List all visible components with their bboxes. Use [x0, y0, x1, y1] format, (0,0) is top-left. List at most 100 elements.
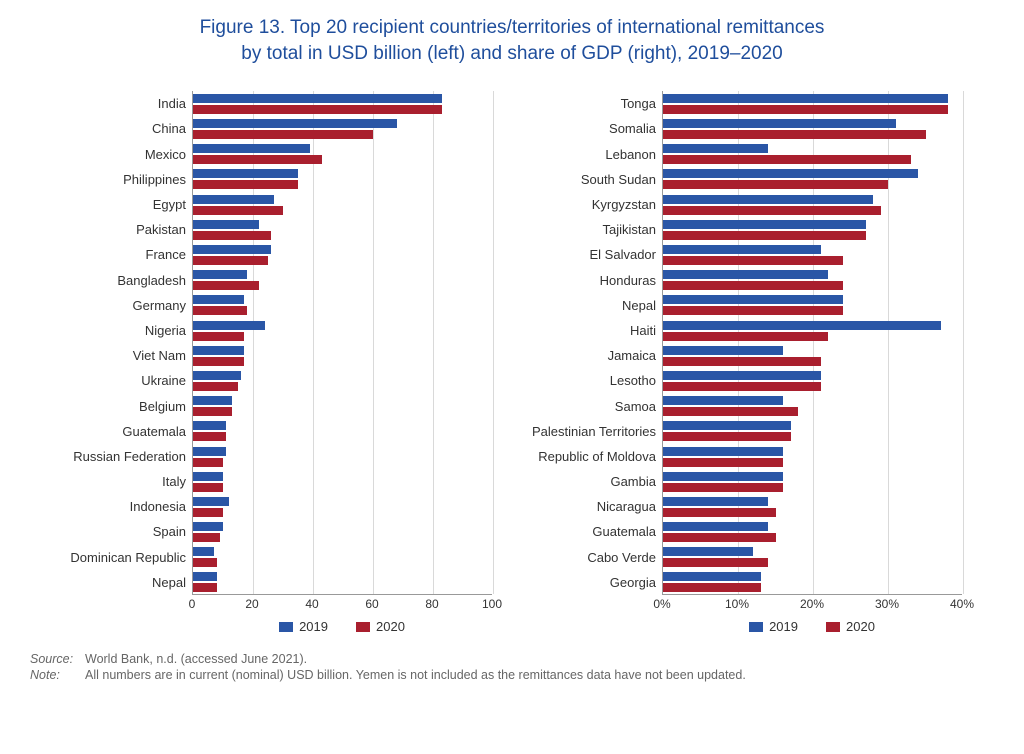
bar-2020	[193, 130, 373, 139]
bar-2020	[193, 306, 247, 315]
bar-2020	[663, 508, 776, 517]
source-label: Source:	[30, 652, 85, 666]
bar-2019	[193, 169, 298, 178]
bar-2020	[193, 483, 223, 492]
bar-2019	[663, 245, 821, 254]
footer-notes: Source: World Bank, n.d. (accessed June …	[30, 652, 994, 682]
category-label: France	[62, 242, 186, 267]
legend-label: 2019	[769, 619, 798, 634]
bar-2019	[663, 547, 753, 556]
bar-2020	[663, 432, 791, 441]
legend-item: 2020	[356, 619, 405, 634]
legend-swatch	[279, 622, 293, 632]
legend-label: 2019	[299, 619, 328, 634]
category-label: Tajikistan	[512, 217, 656, 242]
bar-2019	[663, 169, 918, 178]
bar-2019	[193, 295, 244, 304]
source-text: World Bank, n.d. (accessed June 2021).	[85, 652, 994, 666]
category-label: Gambia	[512, 469, 656, 494]
category-label: Bangladesh	[62, 268, 186, 293]
note-label: Note:	[30, 668, 85, 682]
bar-2020	[193, 558, 217, 567]
bar-2020	[663, 306, 843, 315]
bar-2019	[193, 245, 271, 254]
category-label: Pakistan	[62, 217, 186, 242]
category-label: Mexico	[62, 142, 186, 167]
bar-2019	[193, 220, 259, 229]
bar-2019	[193, 346, 244, 355]
bar-2020	[193, 458, 223, 467]
bar-2019	[193, 195, 274, 204]
category-label: Jamaica	[512, 343, 656, 368]
bar-2020	[663, 407, 798, 416]
bar-2020	[193, 155, 322, 164]
bar-2020	[663, 256, 843, 265]
category-label: India	[62, 91, 186, 116]
bar-2020	[193, 281, 259, 290]
bar-2020	[193, 432, 226, 441]
bar-2019	[193, 572, 217, 581]
left-chart: IndiaChinaMexicoPhilippinesEgyptPakistan…	[62, 91, 492, 634]
bar-2020	[663, 206, 881, 215]
bar-2020	[193, 231, 271, 240]
bar-2019	[663, 472, 783, 481]
legend-label: 2020	[376, 619, 405, 634]
axis-tick: 20	[245, 597, 258, 611]
bar-2020	[663, 558, 768, 567]
legend-swatch	[356, 622, 370, 632]
category-label: Guatemala	[62, 419, 186, 444]
axis-tick: 60	[365, 597, 378, 611]
category-label: Nepal	[512, 293, 656, 318]
chart-legend: 2019 2020	[662, 619, 962, 634]
category-label: Somalia	[512, 116, 656, 141]
category-label: Spain	[62, 519, 186, 544]
legend-item: 2019	[749, 619, 798, 634]
category-label: Kyrgyzstan	[512, 192, 656, 217]
bar-2020	[193, 206, 283, 215]
category-label: Guatemala	[512, 519, 656, 544]
bar-2019	[193, 547, 214, 556]
bar-2020	[663, 533, 776, 542]
bar-2019	[663, 447, 783, 456]
bar-2019	[663, 195, 873, 204]
bar-2020	[663, 357, 821, 366]
category-label: Georgia	[512, 570, 656, 595]
bar-2020	[663, 155, 911, 164]
category-label: Nigeria	[62, 318, 186, 343]
bar-2019	[193, 94, 442, 103]
figure-title: Figure 13. Top 20 recipient countries/te…	[30, 15, 994, 66]
bar-2020	[193, 382, 238, 391]
axis-tick: 0	[189, 597, 196, 611]
axis-tick: 40%	[950, 597, 974, 611]
axis-tick: 80	[425, 597, 438, 611]
bar-2019	[193, 396, 232, 405]
charts-container: IndiaChinaMexicoPhilippinesEgyptPakistan…	[30, 91, 994, 634]
bar-2019	[663, 119, 896, 128]
axis-tick: 20%	[800, 597, 824, 611]
category-label: South Sudan	[512, 167, 656, 192]
bar-2019	[663, 270, 828, 279]
bar-2020	[663, 281, 843, 290]
bar-2019	[193, 522, 223, 531]
legend-label: 2020	[846, 619, 875, 634]
category-label: Republic of Moldova	[512, 444, 656, 469]
category-label: Belgium	[62, 394, 186, 419]
legend-item: 2020	[826, 619, 875, 634]
bar-2020	[663, 382, 821, 391]
bar-2020	[663, 483, 783, 492]
bar-2019	[193, 144, 310, 153]
bar-2019	[663, 220, 866, 229]
bar-2020	[663, 458, 783, 467]
category-label: Ukraine	[62, 368, 186, 393]
bar-2020	[193, 407, 232, 416]
category-label: Italy	[62, 469, 186, 494]
bar-2020	[663, 583, 761, 592]
right-chart: TongaSomaliaLebanonSouth SudanKyrgyzstan…	[512, 91, 962, 634]
bar-2019	[193, 472, 223, 481]
legend-swatch	[826, 622, 840, 632]
axis-tick: 40	[305, 597, 318, 611]
bar-2019	[663, 295, 843, 304]
axis-tick: 30%	[875, 597, 899, 611]
bar-2019	[663, 346, 783, 355]
bar-2019	[663, 371, 821, 380]
